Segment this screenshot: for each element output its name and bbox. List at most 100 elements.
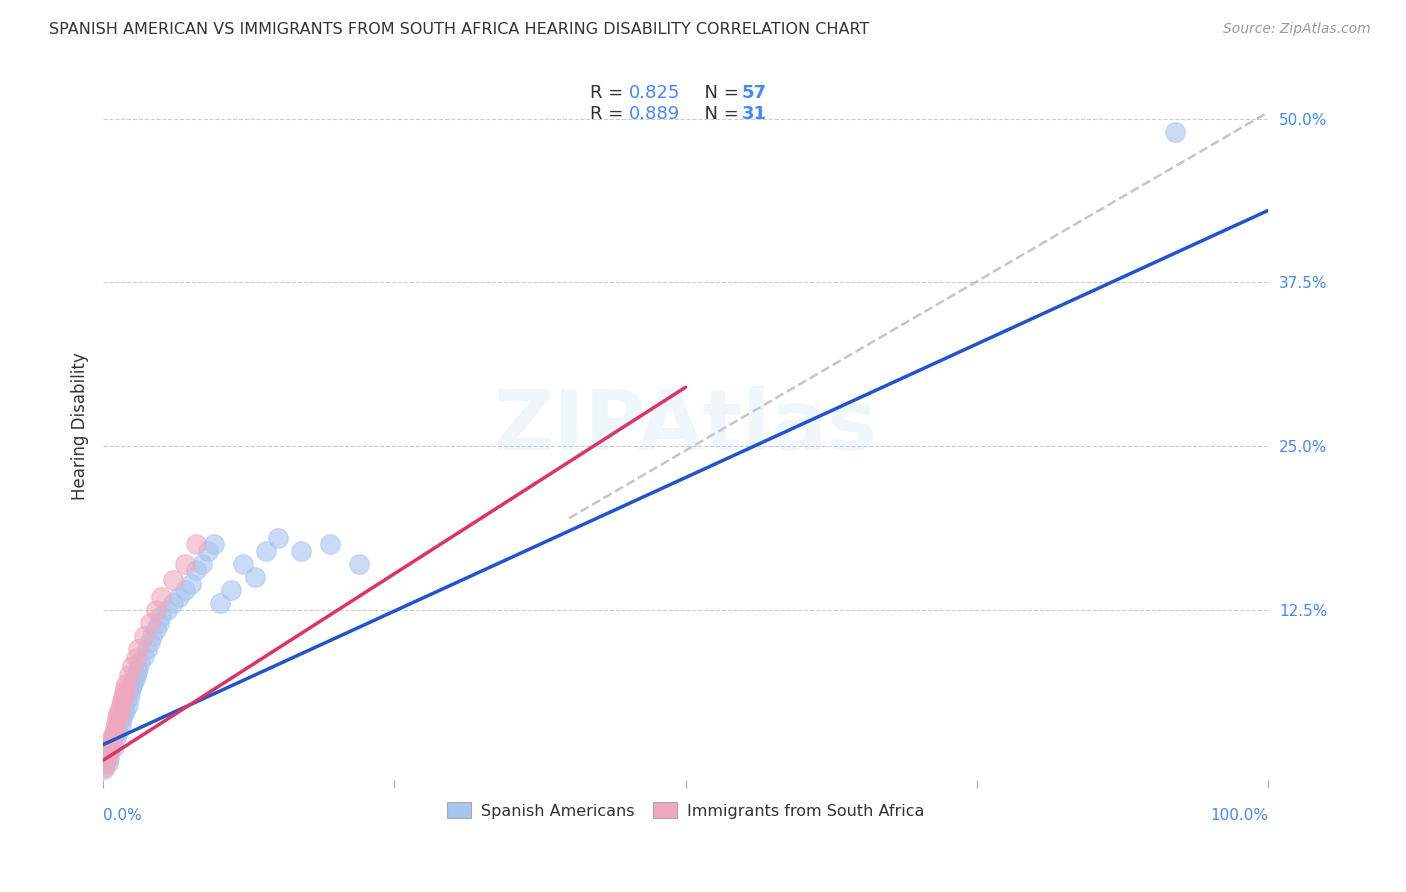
Point bbox=[111, 694, 134, 708]
Point bbox=[111, 711, 134, 725]
Point bbox=[150, 609, 173, 624]
Point bbox=[115, 694, 138, 708]
Point bbox=[243, 570, 266, 584]
Point bbox=[145, 603, 167, 617]
Point bbox=[98, 738, 121, 752]
Point bbox=[103, 740, 125, 755]
Text: R =: R = bbox=[591, 84, 628, 102]
Point bbox=[103, 727, 125, 741]
Point bbox=[290, 544, 312, 558]
Point bbox=[349, 557, 371, 571]
Point bbox=[104, 721, 127, 735]
Point bbox=[112, 685, 135, 699]
Text: N =: N = bbox=[693, 105, 744, 123]
Point bbox=[114, 704, 136, 718]
Point bbox=[219, 583, 242, 598]
Point bbox=[118, 668, 141, 682]
Point bbox=[107, 724, 129, 739]
Point bbox=[111, 690, 134, 705]
Point bbox=[167, 590, 190, 604]
Text: 57: 57 bbox=[741, 84, 766, 102]
Point bbox=[97, 743, 120, 757]
Point bbox=[114, 681, 136, 696]
Point bbox=[120, 681, 142, 696]
Point bbox=[118, 685, 141, 699]
Point bbox=[132, 629, 155, 643]
Point bbox=[138, 635, 160, 649]
Point bbox=[97, 756, 120, 770]
Point bbox=[148, 615, 170, 630]
Point bbox=[162, 573, 184, 587]
Point bbox=[186, 564, 208, 578]
Point bbox=[124, 672, 146, 686]
Point bbox=[121, 659, 143, 673]
Text: Source: ZipAtlas.com: Source: ZipAtlas.com bbox=[1223, 22, 1371, 37]
Point bbox=[173, 583, 195, 598]
Point bbox=[101, 730, 124, 744]
Point bbox=[145, 623, 167, 637]
Point bbox=[267, 531, 290, 545]
Y-axis label: Hearing Disability: Hearing Disability bbox=[72, 352, 89, 500]
Legend: Spanish Americans, Immigrants from South Africa: Spanish Americans, Immigrants from South… bbox=[440, 796, 931, 825]
Point bbox=[108, 714, 131, 728]
Text: N =: N = bbox=[693, 84, 744, 102]
Point bbox=[208, 596, 231, 610]
Point bbox=[112, 701, 135, 715]
Text: R =: R = bbox=[591, 105, 628, 123]
Point bbox=[96, 747, 118, 761]
Point bbox=[125, 668, 148, 682]
Point bbox=[254, 544, 277, 558]
Point bbox=[93, 760, 115, 774]
Point bbox=[117, 698, 139, 713]
Point bbox=[150, 590, 173, 604]
Point bbox=[97, 747, 120, 761]
Text: ZIPAtlas: ZIPAtlas bbox=[494, 386, 877, 467]
Point bbox=[319, 537, 342, 551]
Point bbox=[186, 537, 208, 551]
Point bbox=[156, 603, 179, 617]
Point bbox=[104, 730, 127, 744]
Text: 0.0%: 0.0% bbox=[103, 808, 142, 823]
Text: 0.889: 0.889 bbox=[628, 105, 679, 123]
Point bbox=[191, 557, 214, 571]
Point bbox=[107, 707, 129, 722]
Point bbox=[93, 763, 115, 777]
Point bbox=[115, 677, 138, 691]
Point bbox=[94, 753, 117, 767]
Text: 0.825: 0.825 bbox=[628, 84, 681, 102]
Point bbox=[101, 733, 124, 747]
Point bbox=[179, 576, 201, 591]
Point bbox=[105, 711, 128, 725]
Point bbox=[110, 716, 132, 731]
Point bbox=[197, 544, 219, 558]
Point bbox=[100, 738, 122, 752]
Point bbox=[129, 655, 152, 669]
Point bbox=[127, 642, 149, 657]
Point bbox=[138, 615, 160, 630]
Point bbox=[94, 756, 117, 770]
Point bbox=[118, 690, 141, 705]
Text: SPANISH AMERICAN VS IMMIGRANTS FROM SOUTH AFRICA HEARING DISABILITY CORRELATION : SPANISH AMERICAN VS IMMIGRANTS FROM SOUT… bbox=[49, 22, 869, 37]
Point bbox=[98, 743, 121, 757]
Point bbox=[96, 750, 118, 764]
Point bbox=[111, 707, 134, 722]
Point bbox=[132, 648, 155, 663]
Point bbox=[110, 698, 132, 713]
Point bbox=[1164, 125, 1187, 139]
Text: 100.0%: 100.0% bbox=[1211, 808, 1268, 823]
Point bbox=[141, 629, 163, 643]
Point bbox=[232, 557, 254, 571]
Text: 31: 31 bbox=[741, 105, 766, 123]
Point bbox=[127, 662, 149, 676]
Point bbox=[108, 704, 131, 718]
Point bbox=[125, 651, 148, 665]
Point bbox=[125, 665, 148, 679]
Point bbox=[104, 727, 127, 741]
Point bbox=[104, 716, 127, 731]
Point bbox=[136, 642, 159, 657]
Point bbox=[202, 537, 225, 551]
Point bbox=[173, 557, 195, 571]
Point bbox=[105, 721, 128, 735]
Point bbox=[121, 677, 143, 691]
Point bbox=[97, 750, 120, 764]
